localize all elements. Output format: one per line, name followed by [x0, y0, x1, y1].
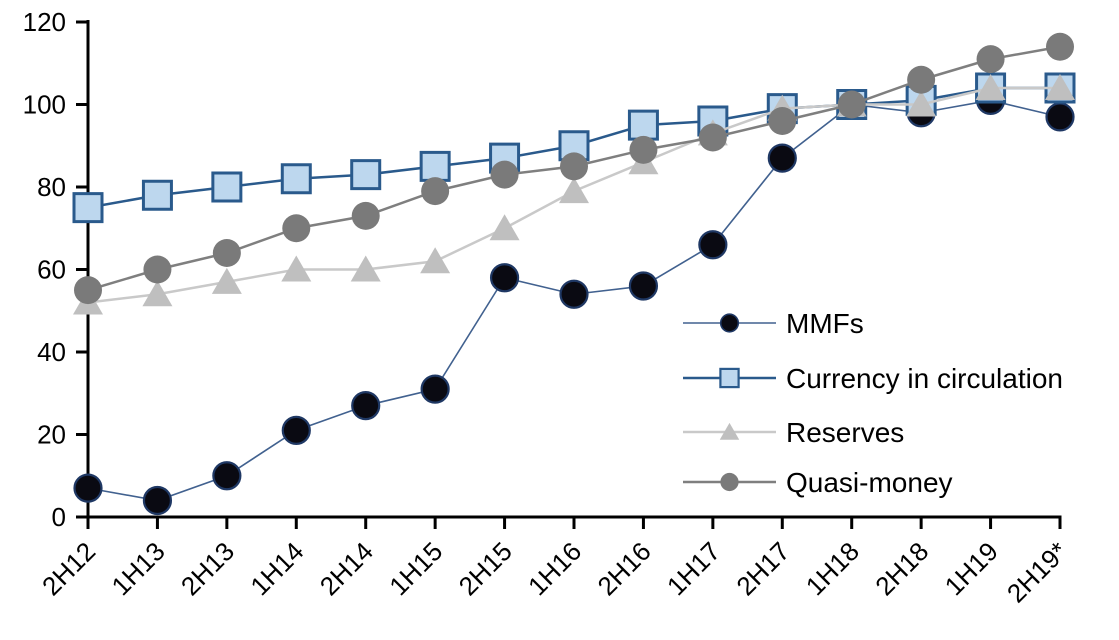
- x-axis-label-2h16: 2H16: [592, 536, 657, 601]
- x-axis-label-2h19: 2H19*: [1001, 536, 1073, 608]
- y-axis-label-40: 40: [37, 337, 66, 367]
- marker-mmfs-2H14: [351, 391, 381, 421]
- marker-quasi-money-2H13: [212, 239, 241, 267]
- legend-label-quasi-money: Quasi-money: [786, 467, 953, 498]
- x-axis-label-1h18: 1H18: [800, 536, 865, 601]
- marker-currency-in-circulation-1H13: [141, 179, 173, 211]
- marker-reserves-1H15: [420, 247, 451, 274]
- y-axis-label-80: 80: [37, 172, 66, 202]
- marker-mmfs-2H15: [489, 263, 520, 293]
- x-axis-label-1h13: 1H13: [106, 536, 171, 601]
- legend-marker-mmfs: [719, 313, 740, 333]
- marker-mmfs-1H13: [142, 485, 173, 516]
- marker-mmfs-1H17: [698, 230, 728, 260]
- x-axis-label-2h14: 2H14: [314, 536, 379, 601]
- x-axis-label-2h12: 2H12: [36, 536, 101, 601]
- legend-label-currency-in-circulation: Currency in circulation: [786, 363, 1063, 394]
- x-axis-label-1h15: 1H15: [383, 536, 448, 601]
- marker-reserves-2H19: [1045, 74, 1075, 100]
- marker-mmfs-1H14: [281, 415, 311, 445]
- marker-currency-in-circulation-2H14: [350, 159, 382, 191]
- marker-reserves-1H16: [559, 177, 589, 204]
- x-axis-label-1h19: 1H19: [939, 536, 1004, 601]
- marker-quasi-money-2H18: [907, 65, 936, 94]
- marker-reserves-1H13: [142, 280, 173, 307]
- marker-reserves-1H19: [975, 74, 1006, 100]
- legend-item-mmfs: MMFs: [683, 308, 864, 339]
- marker-reserves-2H15: [489, 214, 520, 241]
- legend: MMFs Currency in circulation Reserves Quasi…: [683, 308, 1063, 498]
- marker-currency-in-circulation-1H14: [280, 163, 312, 195]
- marker-mmfs-2H12: [73, 473, 103, 503]
- marker-reserves-2H14: [350, 255, 381, 282]
- marker-quasi-money-2H19: [1046, 32, 1074, 61]
- marker-quasi-money-2H14: [351, 201, 380, 230]
- legend-marker-reserves: [719, 422, 740, 440]
- y-axis-label-60: 60: [37, 255, 66, 285]
- marker-mmfs-2H13: [212, 461, 242, 491]
- x-axis-label-2h15: 2H15: [453, 536, 518, 601]
- x-axis-label-1h17: 1H17: [661, 536, 726, 601]
- marker-quasi-money-2H15: [490, 160, 519, 189]
- marker-quasi-money-2H12: [74, 276, 102, 305]
- marker-quasi-money-2H17: [768, 107, 797, 135]
- legend-label-reserves: Reserves: [786, 417, 904, 448]
- legend-marker-currency-in-circulation: [719, 367, 740, 389]
- marker-currency-in-circulation-2H12: [72, 192, 104, 224]
- legend-item-quasi-money: Quasi-money: [683, 467, 953, 498]
- y-axis-label-20: 20: [37, 420, 66, 450]
- legend-item-currency-in-circulation: Currency in circulation: [683, 363, 1063, 394]
- marker-mmfs-2H19: [1045, 102, 1075, 132]
- y-axis-label-100: 100: [23, 90, 66, 120]
- legend-marker-quasi-money: [720, 472, 739, 492]
- y-axis-label-120: 120: [23, 7, 66, 37]
- marker-quasi-money-1H19: [976, 45, 1005, 74]
- marker-quasi-money-1H15: [421, 177, 450, 206]
- marker-reserves-2H13: [211, 267, 242, 294]
- marker-mmfs-2H16: [628, 271, 659, 301]
- marker-quasi-money-1H13: [143, 255, 172, 284]
- x-axis-label-2h17: 2H17: [730, 536, 795, 601]
- marker-reserves-1H14: [281, 255, 312, 282]
- legend-item-reserves: Reserves: [683, 417, 904, 448]
- marker-currency-in-circulation-2H13: [211, 171, 243, 203]
- x-axis-label-2h18: 2H18: [869, 536, 934, 601]
- marker-quasi-money-1H18: [837, 90, 866, 119]
- marker-quasi-money-1H16: [560, 152, 588, 181]
- y-axis-label-0: 0: [52, 502, 66, 532]
- x-axis-label-1h14: 1H14: [244, 536, 309, 601]
- marker-mmfs-1H16: [559, 279, 589, 309]
- x-axis-label-2h13: 2H13: [175, 536, 240, 601]
- x-axis-label-1h16: 1H16: [522, 536, 587, 601]
- marker-mmfs-2H17: [767, 143, 797, 173]
- marker-mmfs-1H15: [420, 374, 450, 404]
- marker-quasi-money-1H17: [698, 123, 727, 152]
- marker-currency-in-circulation-1H15: [419, 150, 451, 182]
- legend-label-mmfs: MMFs: [786, 308, 864, 339]
- marker-quasi-money-2H16: [629, 135, 658, 164]
- marker-quasi-money-1H14: [282, 214, 311, 243]
- marker-currency-in-circulation-2H16: [627, 109, 659, 141]
- marker-reserves-2H18: [906, 90, 937, 117]
